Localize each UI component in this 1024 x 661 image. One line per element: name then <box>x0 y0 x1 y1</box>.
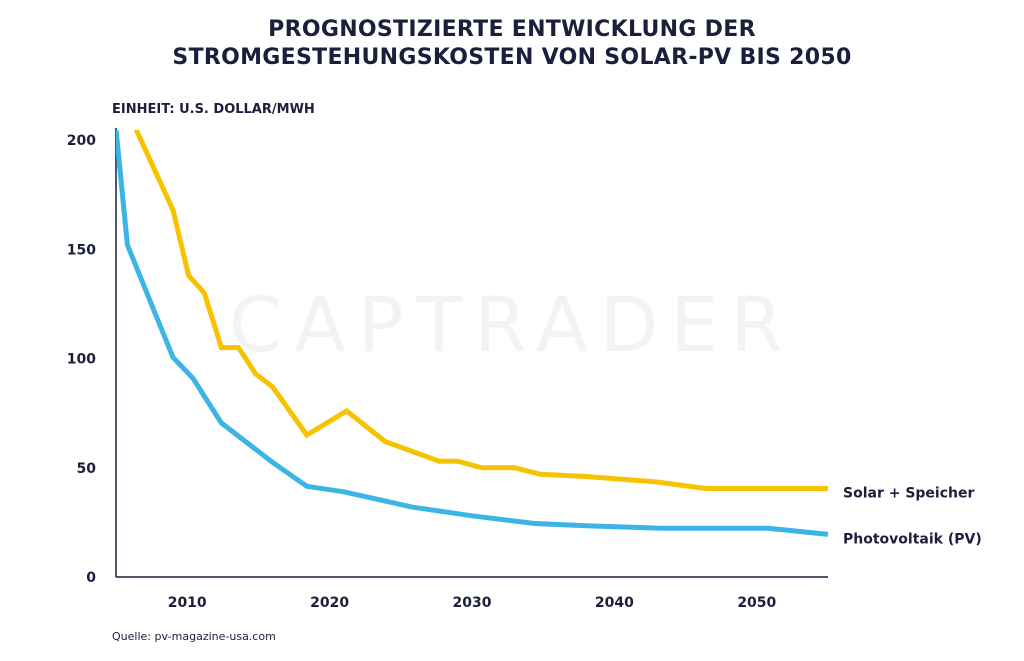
x-tick-label: 2020 <box>310 595 349 611</box>
y-tick-label: 150 <box>67 242 96 258</box>
y-tick-label: 200 <box>67 133 96 149</box>
chart-title-line1: PROGNOSTIZIERTE ENTWICKLUNG DER <box>268 17 756 42</box>
series-line <box>133 130 828 491</box>
y-tick-label: 50 <box>77 461 97 477</box>
series-line <box>116 130 829 537</box>
chart-title-line2: STROMGESTEHUNGSKOSTEN VON SOLAR-PV BIS 2… <box>172 45 852 70</box>
x-tick-label: 2040 <box>595 595 634 611</box>
source-note: Quelle: pv-magazine-usa.com <box>112 630 276 643</box>
chart-title: PROGNOSTIZIERTE ENTWICKLUNG DER STROMGES… <box>0 16 1024 72</box>
series-label: Photovoltaik (PV) <box>843 531 982 547</box>
series-group <box>116 130 829 537</box>
x-tick-label: 2010 <box>168 595 207 611</box>
x-tick-label: 2030 <box>453 595 492 611</box>
y-tick-label: 100 <box>67 352 96 368</box>
unit-label: EINHEIT: U.S. DOLLAR/MWH <box>112 102 315 117</box>
y-tick-label: 0 <box>86 570 96 586</box>
watermark: CAPTRADER <box>228 280 796 369</box>
x-tick-label: 2050 <box>737 595 776 611</box>
series-label: Solar + Speicher <box>843 486 974 502</box>
